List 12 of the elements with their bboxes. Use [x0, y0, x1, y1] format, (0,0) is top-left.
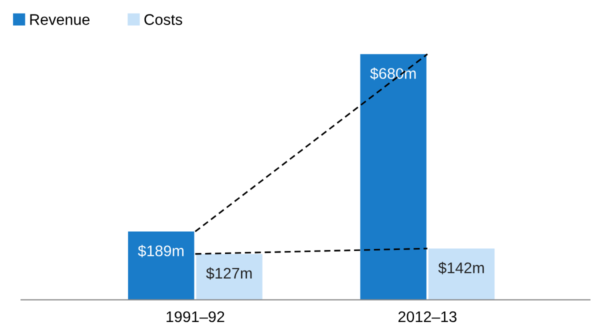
bar	[428, 248, 495, 300]
bar	[196, 254, 262, 300]
x-tick-label: 2012–13	[398, 311, 456, 322]
bar	[128, 232, 194, 300]
legend-label: Revenue	[30, 14, 90, 25]
bar	[360, 54, 426, 300]
data-label: $680m	[370, 67, 416, 80]
data-label: $189m	[138, 244, 184, 258]
data-label: $127m	[206, 267, 252, 280]
data-label: $142m	[438, 262, 484, 274]
x-tick-label: 1991–92	[166, 311, 224, 322]
legend-label: Costs	[144, 14, 182, 25]
